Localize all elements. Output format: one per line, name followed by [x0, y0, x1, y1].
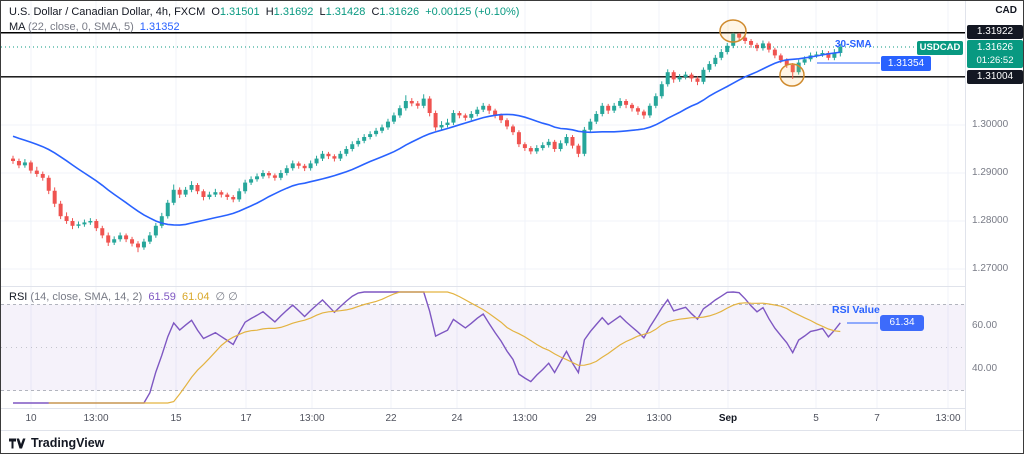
time-axis-tick: 22: [385, 413, 397, 424]
ma-legend-row: MA (22, close, 0, SMA, 5) 1.31352: [9, 20, 522, 34]
support-price-badge: 1.31004: [967, 69, 1023, 84]
rsi-axis-tick: 40.00: [972, 363, 998, 374]
rsi-value-annotation-badge: 61.34: [880, 315, 924, 331]
bottom-toolbar: TradingView: [1, 430, 1023, 453]
time-axis-tick: 13:00: [299, 413, 325, 424]
rsi-band-values: ∅ ∅: [215, 291, 238, 303]
symbol-legend-row: U.S. Dollar / Canadian Dollar, 4h, FXCM …: [9, 5, 522, 19]
time-axis-tick: 13:00: [512, 413, 538, 424]
rsi-indicator-params: (14, close, SMA, 14, 2): [30, 291, 143, 303]
candlestick-canvas[interactable]: [1, 1, 965, 286]
ohlc-close-value: 1.31626: [379, 6, 420, 18]
ma-value-badge: 1.31354: [881, 56, 931, 71]
price-scale[interactable]: CAD 1.31922 1.31626 01:26:52 1.31004 1.3…: [965, 1, 1023, 430]
ohlc-close-label: C: [371, 6, 380, 18]
time-axis-tick: 13:00: [935, 413, 961, 424]
bar-countdown: 01:26:52: [976, 54, 1014, 66]
ohlc-high-label: H: [265, 6, 274, 18]
price-pane[interactable]: U.S. Dollar / Canadian Dollar, 4h, FXCM …: [1, 1, 965, 286]
last-price-badge: 1.31626 01:26:52: [967, 39, 1023, 68]
price-axis-tick: 1.28000: [972, 215, 1009, 226]
resistance-price-badge: 1.31922: [967, 24, 1023, 39]
price-axis-tick: 1.27000: [972, 263, 1009, 274]
time-axis-tick: 13:00: [646, 413, 672, 424]
rsi-pane[interactable]: RSI (14, close, SMA, 14, 2) 61.59 61.04 …: [1, 286, 965, 408]
scale-currency-label: CAD: [995, 5, 1017, 16]
ma-indicator-value: 1.31352: [139, 21, 180, 33]
ohlc-low-label: L: [319, 6, 326, 18]
time-axis-tick: 17: [240, 413, 252, 424]
rsi-axis-tick: 60.00: [972, 320, 998, 331]
rsi-value-annotation-label[interactable]: RSI Value: [832, 304, 880, 316]
time-axis-tick: 15: [170, 413, 182, 424]
rsi-value: 61.59: [148, 291, 176, 303]
price-axis-tick: 1.30000: [972, 119, 1009, 130]
ohlc-low-value: 1.31428: [325, 6, 366, 18]
ma-indicator-name[interactable]: MA: [9, 21, 25, 33]
tradingview-logo-icon[interactable]: [9, 438, 26, 449]
symbol-title[interactable]: U.S. Dollar / Canadian Dollar, 4h, FXCM: [9, 6, 206, 18]
time-axis-tick: 7: [874, 413, 880, 424]
sma-annotation-label[interactable]: 30-SMA: [835, 39, 872, 50]
rsi-legend: RSI (14, close, SMA, 14, 2) 61.59 61.04 …: [9, 290, 241, 305]
time-axis-tick: 24: [451, 413, 463, 424]
time-axis[interactable]: 10 13:00 15 17 13:00 22 24 13:00 29 13:00 Sep 5 7 13:…: [1, 408, 965, 430]
main-legend: U.S. Dollar / Canadian Dollar, 4h, FXCM …: [9, 5, 522, 35]
time-axis-tick: Sep: [718, 413, 738, 424]
rsi-ma-value: 61.04: [181, 291, 210, 303]
price-axis-tick: 1.29000: [972, 167, 1009, 178]
rsi-legend-row: RSI (14, close, SMA, 14, 2) 61.59 61.04 …: [9, 290, 241, 304]
tradingview-logo-text[interactable]: TradingView: [31, 436, 105, 450]
time-axis-tick: 5: [813, 413, 819, 424]
ma-indicator-params: (22, close, 0, SMA, 5): [27, 21, 134, 33]
time-axis-tick: 29: [585, 413, 597, 424]
last-price-value: 1.31626: [976, 41, 1014, 53]
ohlc-open-value: 1.31501: [219, 6, 260, 18]
rsi-canvas[interactable]: [1, 287, 965, 408]
symbol-price-badge: USDCAD: [917, 41, 963, 55]
time-axis-tick: 13:00: [83, 413, 109, 424]
ohlc-high-value: 1.31692: [273, 6, 314, 18]
ohlc-change: +0.00125 (+0.10%): [425, 6, 520, 18]
ohlc-open-label: O: [211, 6, 220, 18]
rsi-indicator-name[interactable]: RSI: [9, 291, 28, 303]
time-axis-tick: 10: [25, 413, 37, 424]
